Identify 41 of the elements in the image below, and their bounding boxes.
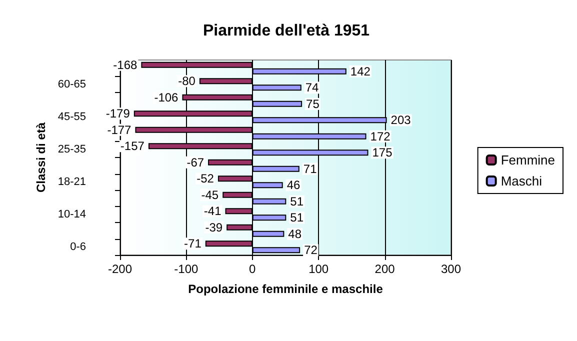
data-label: -157 bbox=[120, 139, 145, 154]
data-label: -45 bbox=[201, 188, 219, 202]
data-label: -177 bbox=[107, 122, 132, 137]
chart-title: Piarmide dell'età 1951 bbox=[203, 22, 370, 40]
x-tick-label: 100 bbox=[308, 262, 329, 276]
data-label: 172 bbox=[370, 129, 391, 144]
data-label: -168 bbox=[113, 58, 138, 72]
data-label: 48 bbox=[288, 226, 302, 241]
y-axis-title: Classi di età bbox=[34, 122, 48, 193]
data-label: 71 bbox=[303, 162, 318, 176]
y-tick-label: 18-21 bbox=[58, 176, 86, 188]
data-label: -41 bbox=[204, 204, 222, 218]
data-label: -80 bbox=[178, 74, 196, 88]
y-tick-label: 25-35 bbox=[58, 143, 86, 156]
data-label: 74 bbox=[305, 80, 320, 95]
x-axis-title: Popolazione femminile e maschile bbox=[188, 282, 384, 296]
legend-label: Femmine bbox=[500, 152, 556, 168]
data-label: -71 bbox=[184, 236, 202, 251]
y-tick-label: 45-55 bbox=[58, 110, 86, 123]
y-tick-label: 0-6 bbox=[70, 240, 86, 253]
data-label: 142 bbox=[350, 64, 371, 78]
data-label: -179 bbox=[106, 106, 130, 121]
data-label: 72 bbox=[304, 243, 318, 258]
x-tick-label: -200 bbox=[108, 262, 132, 276]
x-tick-label: 300 bbox=[440, 262, 462, 276]
data-label: 175 bbox=[372, 146, 393, 160]
data-label: 51 bbox=[290, 210, 304, 225]
y-tick-label: 60-65 bbox=[58, 78, 86, 90]
data-label: 46 bbox=[286, 178, 301, 192]
data-label: 75 bbox=[306, 96, 320, 111]
legend-label: Maschi bbox=[500, 174, 542, 188]
x-tick-label: 0 bbox=[249, 262, 256, 276]
data-label: -52 bbox=[196, 172, 214, 186]
data-label: -106 bbox=[154, 90, 179, 104]
data-label: 51 bbox=[290, 194, 304, 208]
data-label: -39 bbox=[205, 220, 223, 234]
data-label: -67 bbox=[186, 155, 204, 170]
x-tick-label: 200 bbox=[374, 262, 396, 276]
y-tick-label: 10-14 bbox=[58, 208, 86, 220]
data-label: 203 bbox=[390, 113, 412, 128]
x-tick-label: -100 bbox=[174, 262, 199, 276]
